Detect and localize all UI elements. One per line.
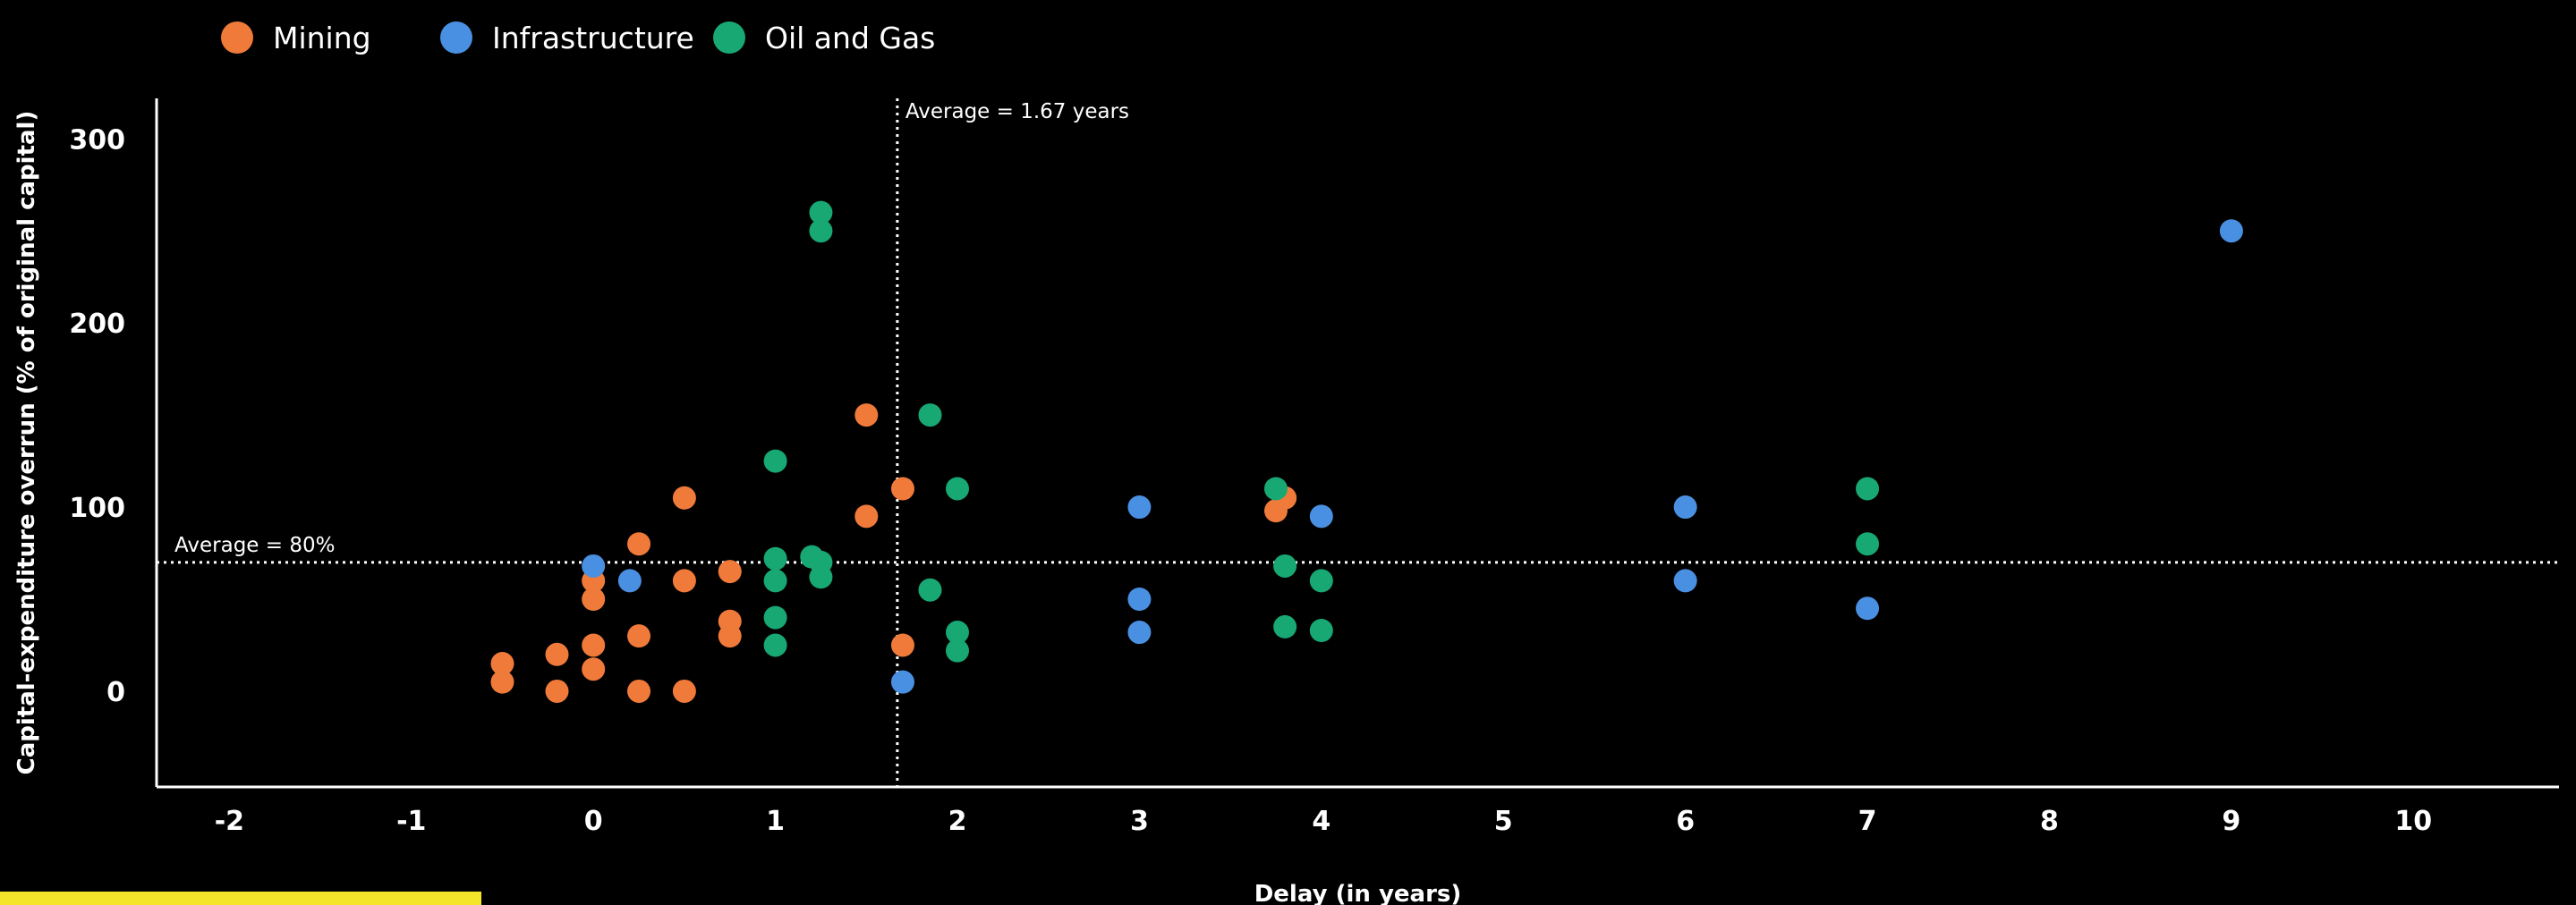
data-point — [1856, 477, 1880, 501]
series-infrastructure — [582, 219, 2243, 694]
legend-label: Infrastructure — [492, 21, 694, 55]
data-point — [490, 652, 514, 676]
x-tick-label: 1 — [766, 806, 785, 837]
data-point — [809, 219, 833, 243]
x-tick-label: 3 — [1130, 806, 1149, 837]
x-tick-label: 2 — [948, 806, 967, 837]
x-tick-label: -2 — [215, 806, 244, 837]
yellow-highlight-bar — [0, 892, 481, 905]
y-tick-label: 0 — [106, 677, 125, 708]
data-point — [1273, 614, 1297, 639]
vertical-average-label: Average = 1.67 years — [905, 100, 1129, 123]
data-point — [627, 532, 651, 556]
data-points — [490, 200, 2243, 703]
data-point — [1856, 596, 1880, 621]
data-point — [854, 504, 879, 529]
data-point — [672, 486, 696, 510]
x-tick-label: -1 — [396, 806, 426, 837]
x-tick-label: 8 — [2040, 806, 2059, 837]
y-tick-label: 100 — [69, 493, 125, 524]
data-point — [890, 633, 914, 657]
data-point — [763, 633, 787, 657]
data-point — [809, 200, 833, 224]
data-point — [545, 679, 569, 703]
data-point — [582, 633, 606, 657]
x-tick-labels: -2 -1 0 1 2 3 4 5 6 7 8 9 10 — [215, 806, 2432, 837]
data-point — [2219, 219, 2243, 243]
axes: -2 -1 0 1 2 3 4 5 6 7 8 9 10 0 100 200 300 Delay (in ye… — [13, 98, 2559, 905]
data-point — [854, 403, 879, 427]
x-tick-label: 6 — [1676, 806, 1695, 837]
horizontal-average-label: Average = 80% — [174, 534, 335, 557]
data-point — [1273, 554, 1297, 578]
data-point — [809, 565, 833, 589]
legend: Mining Infrastructure Oil and Gas — [221, 21, 935, 55]
x-tick-label: 10 — [2394, 806, 2432, 837]
data-point — [1263, 477, 1288, 501]
y-axis-label: Capital-expenditure overrun (% of origin… — [13, 111, 40, 775]
data-point — [627, 679, 651, 703]
data-point — [1309, 504, 1333, 529]
data-point — [1309, 569, 1333, 593]
x-tick-label: 7 — [1858, 806, 1877, 837]
data-point — [1127, 588, 1152, 611]
data-point — [1127, 621, 1152, 645]
data-point — [627, 624, 651, 648]
legend-marker — [440, 21, 472, 54]
x-tick-label: 0 — [584, 806, 603, 837]
y-tick-labels: 0 100 200 300 — [69, 124, 125, 708]
data-point — [545, 642, 569, 666]
data-point — [718, 624, 742, 648]
x-tick-label: 4 — [1312, 806, 1331, 837]
reference-lines: Average = 1.67 years Average = 80% — [157, 98, 2559, 787]
data-point — [890, 670, 914, 694]
legend-marker — [221, 21, 253, 54]
data-point — [1309, 619, 1333, 642]
data-point — [918, 578, 942, 602]
data-point — [946, 621, 969, 645]
data-point — [718, 560, 742, 584]
data-point — [1127, 495, 1152, 520]
data-point — [582, 657, 606, 681]
data-point — [1673, 495, 1697, 520]
data-point — [1856, 532, 1880, 556]
series-mining — [490, 403, 1297, 703]
data-point — [672, 679, 696, 703]
data-point — [763, 546, 787, 571]
data-point — [946, 639, 969, 663]
x-tick-label: 5 — [1494, 806, 1513, 837]
legend-label: Mining — [273, 21, 371, 55]
data-point — [946, 477, 969, 501]
legend-label: Oil and Gas — [765, 21, 935, 55]
data-point — [763, 605, 787, 630]
data-point — [490, 670, 514, 694]
data-point — [672, 569, 696, 593]
y-tick-label: 200 — [69, 309, 125, 340]
data-point — [890, 477, 914, 501]
x-tick-label: 9 — [2222, 806, 2240, 837]
data-point — [763, 569, 787, 593]
y-tick-label: 300 — [69, 124, 125, 156]
data-point — [763, 449, 787, 473]
x-axis-label: Delay (in years) — [1254, 881, 1462, 905]
series-oil-and-gas — [763, 200, 1880, 663]
data-point — [1673, 569, 1697, 593]
legend-marker — [713, 21, 745, 54]
data-point — [582, 554, 606, 578]
data-point — [617, 569, 642, 593]
data-point — [582, 588, 606, 611]
data-point — [918, 403, 942, 427]
